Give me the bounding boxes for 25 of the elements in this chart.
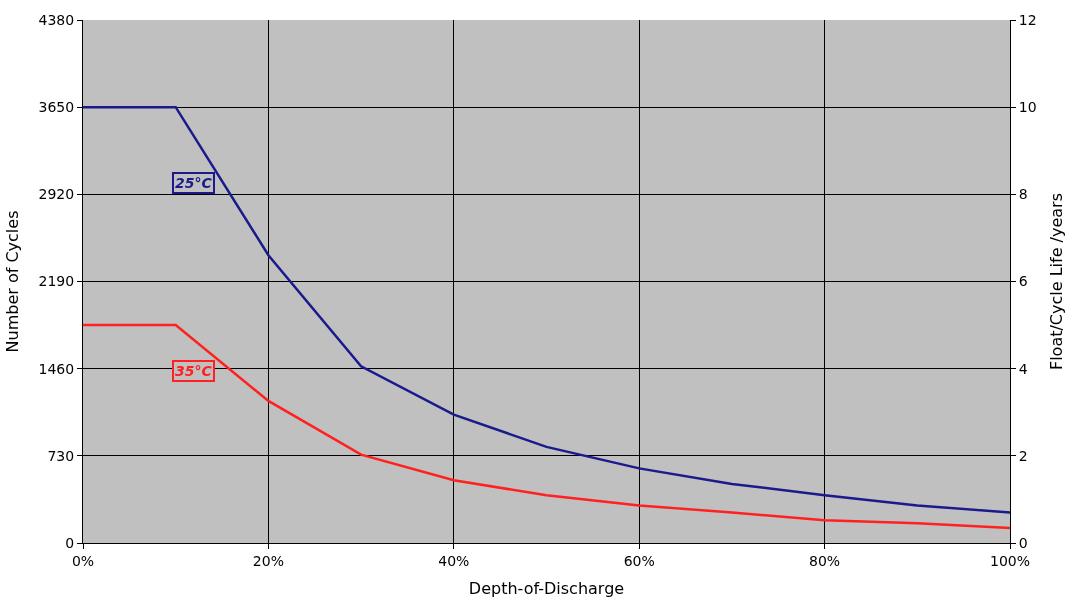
x-axis-title: Depth-of-Discharge bbox=[468, 579, 625, 599]
x-tick-label: 40% bbox=[438, 552, 470, 569]
y2-tick-label: 8 bbox=[1018, 186, 1028, 203]
y-tick-label: 1460 bbox=[38, 360, 75, 377]
y-tick-label: 2190 bbox=[38, 273, 75, 290]
y2-tick-label: 0 bbox=[1018, 534, 1028, 551]
y-tick-label: 2920 bbox=[38, 186, 75, 203]
series-label: 25°C bbox=[175, 175, 213, 191]
y-axis-title: Number of Cycles bbox=[3, 210, 23, 353]
x-tick-label: 80% bbox=[809, 552, 841, 569]
x-tick-label: 60% bbox=[623, 552, 655, 569]
series-label: 35°C bbox=[175, 363, 213, 379]
y2-axis-title: Float/Cycle Life /years bbox=[1047, 192, 1067, 371]
y2-tick-label: 2 bbox=[1018, 447, 1028, 464]
y2-tick-label: 6 bbox=[1018, 273, 1028, 290]
y2-tick-label: 12 bbox=[1018, 11, 1037, 28]
x-tick-label: 20% bbox=[252, 552, 284, 569]
x-tick-label: 100% bbox=[989, 552, 1031, 569]
y2-tick-label: 10 bbox=[1018, 99, 1037, 116]
y2-tick-label: 4 bbox=[1018, 360, 1028, 377]
y-tick-label: 3650 bbox=[38, 99, 75, 116]
y-tick-label: 4380 bbox=[38, 11, 75, 28]
y-tick-label: 730 bbox=[47, 447, 75, 464]
y-tick-label: 0 bbox=[65, 534, 75, 551]
x-tick-label: 0% bbox=[71, 552, 95, 569]
